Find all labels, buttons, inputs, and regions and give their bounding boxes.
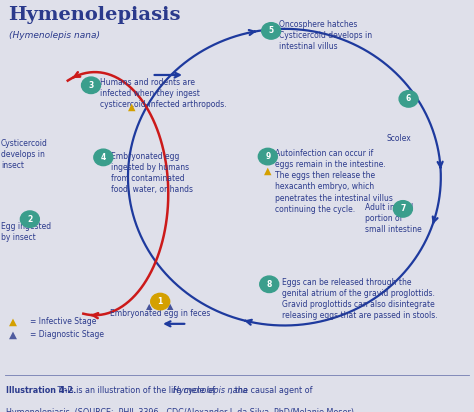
Text: = Diagnostic Stage: = Diagnostic Stage <box>30 330 104 339</box>
Circle shape <box>151 293 170 310</box>
Text: Cysticercoid
develops in
insect: Cysticercoid develops in insect <box>1 139 48 171</box>
Text: Illustration 4-2.: Illustration 4-2. <box>6 386 76 396</box>
Circle shape <box>258 148 277 165</box>
Text: , the causal agent of: , the causal agent of <box>230 386 312 396</box>
Text: Oncosphere hatches
Cysticercoid develops in
intestinal villus: Oncosphere hatches Cysticercoid develops… <box>279 20 372 51</box>
Text: 4: 4 <box>100 153 106 162</box>
Text: This is an illustration of the life cycle of: This is an illustration of the life cycl… <box>55 386 217 396</box>
Text: Embryonated egg in feces: Embryonated egg in feces <box>110 309 210 318</box>
Text: 5: 5 <box>269 26 273 35</box>
Text: 9: 9 <box>265 152 271 161</box>
Text: Hymenolepis nana: Hymenolepis nana <box>173 386 247 396</box>
Circle shape <box>94 149 113 166</box>
Circle shape <box>20 211 39 227</box>
Circle shape <box>393 201 412 217</box>
Text: Hymenolepiasis. (SOURCE:  PHIL 3396 - CDC/Alexander J. da Silva, PhD/Melanie Mos: Hymenolepiasis. (SOURCE: PHIL 3396 - CDC… <box>6 408 354 412</box>
Text: ▲: ▲ <box>128 101 135 111</box>
Text: 3: 3 <box>88 81 94 90</box>
Text: ▲: ▲ <box>9 330 17 339</box>
Text: 2: 2 <box>27 215 33 224</box>
Circle shape <box>260 276 279 293</box>
Text: Humans and rodents are
infected when they ingest
cysticercoid-infected arthropod: Humans and rodents are infected when the… <box>100 78 226 110</box>
Circle shape <box>82 77 100 94</box>
Text: ▲: ▲ <box>146 302 153 311</box>
Text: 6: 6 <box>406 94 411 103</box>
Text: Egg ingested
by insect: Egg ingested by insect <box>1 222 51 242</box>
Text: Autoinfection can occur if
eggs remain in the intestine.
The eggs then release t: Autoinfection can occur if eggs remain i… <box>275 149 393 214</box>
Text: ▲: ▲ <box>167 302 174 311</box>
Text: 1: 1 <box>157 297 163 306</box>
Text: = Infective Stage: = Infective Stage <box>30 317 96 326</box>
Circle shape <box>399 91 418 107</box>
Text: 7: 7 <box>400 204 406 213</box>
Circle shape <box>262 23 281 39</box>
Text: Eggs can be released through the
genital atrium of the gravid proglottids.
Gravi: Eggs can be released through the genital… <box>282 278 438 321</box>
Text: Scolex: Scolex <box>386 134 411 143</box>
Text: Embryonated egg
ingested by humans
from contaminated
food, water, or hands: Embryonated egg ingested by humans from … <box>111 152 193 194</box>
Text: Hymenolepiasis: Hymenolepiasis <box>9 6 181 24</box>
Text: Adult in ileal
portion of
small intestine: Adult in ileal portion of small intestin… <box>365 203 422 234</box>
Text: (Hymenolepis nana): (Hymenolepis nana) <box>9 31 100 40</box>
Text: ▲: ▲ <box>264 166 272 176</box>
Text: 8: 8 <box>266 280 272 289</box>
Text: ▲: ▲ <box>9 316 17 326</box>
